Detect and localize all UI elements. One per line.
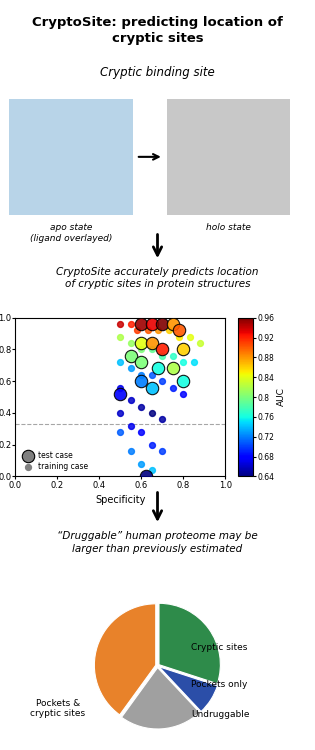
FancyBboxPatch shape bbox=[9, 99, 133, 215]
Text: holo state: holo state bbox=[206, 224, 251, 232]
Text: CryptoSite accurately predicts location
of cryptic sites in protein structures: CryptoSite accurately predicts location … bbox=[56, 267, 259, 290]
FancyBboxPatch shape bbox=[167, 99, 290, 215]
Text: CryptoSite: predicting location of
cryptic sites: CryptoSite: predicting location of crypt… bbox=[32, 16, 283, 45]
Text: Cryptic binding site: Cryptic binding site bbox=[100, 66, 215, 80]
Text: “Druggable” human proteome may be
larger than previously estimated: “Druggable” human proteome may be larger… bbox=[57, 532, 258, 554]
Text: apo state
(ligand overlayed): apo state (ligand overlayed) bbox=[30, 224, 112, 242]
